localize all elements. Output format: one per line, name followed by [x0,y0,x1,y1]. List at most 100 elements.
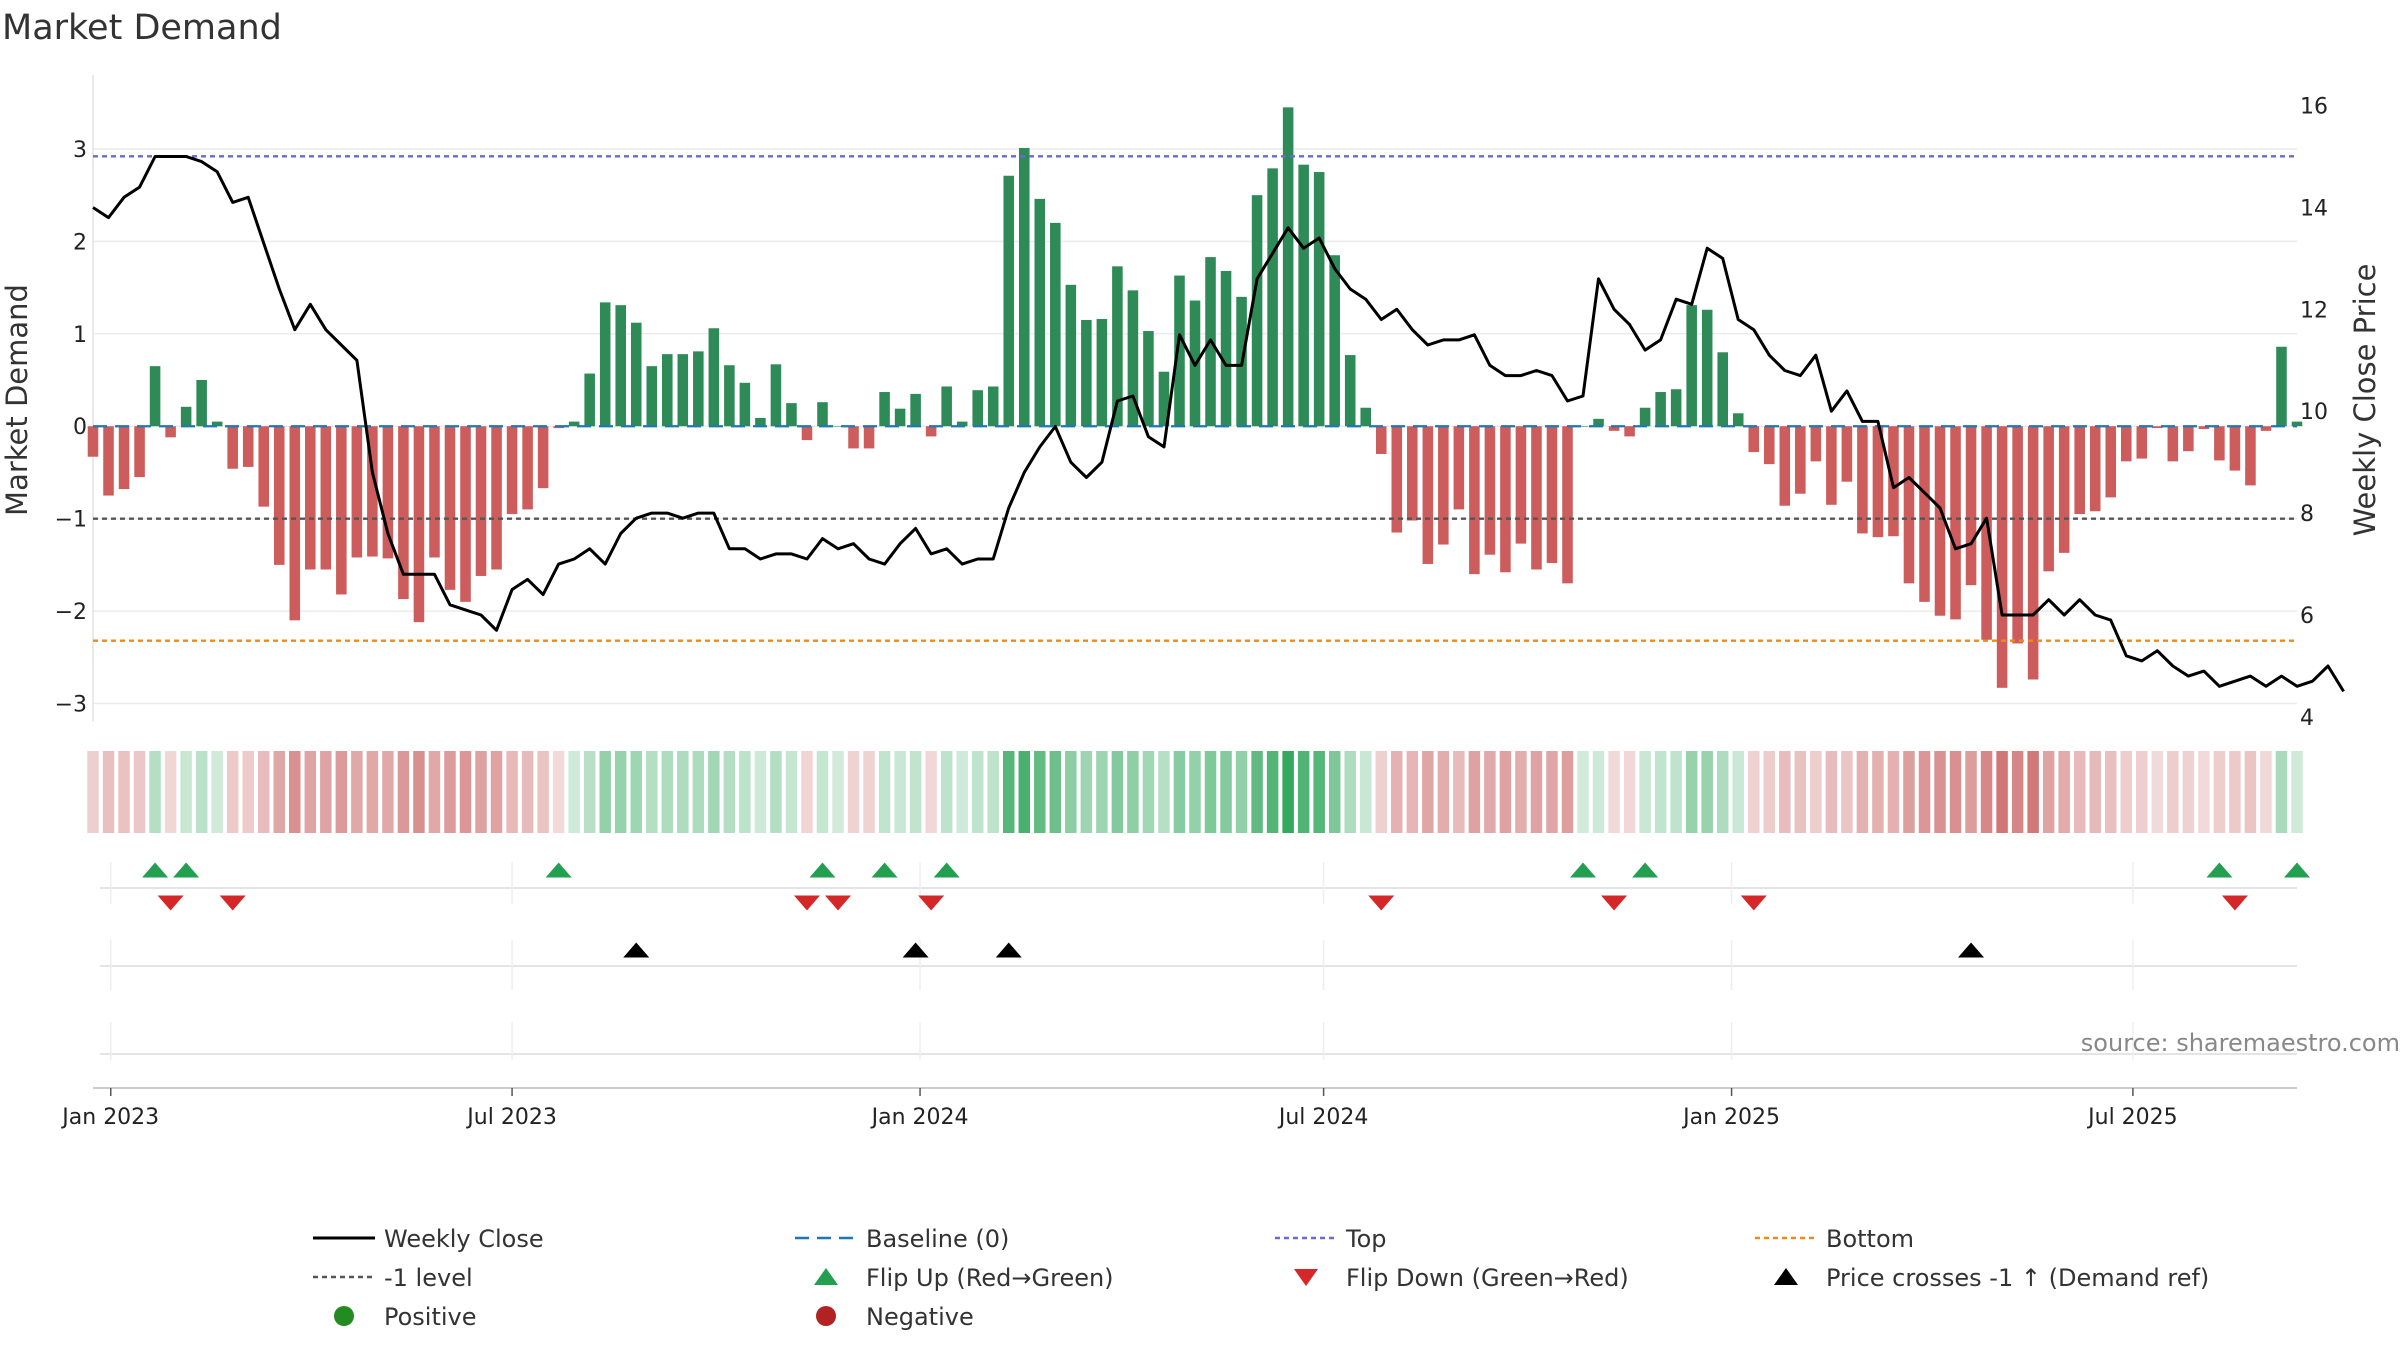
legend-label: Price crosses -1 ↑ (Demand ref) [1826,1264,2209,1292]
heat-cell [1359,751,1372,833]
demand-bar [801,426,813,441]
heat-cell [723,751,736,833]
demand-bar [568,421,580,427]
flip-up-marker [2284,862,2310,878]
demand-bar [2105,426,2117,498]
heat-cell [677,751,689,833]
flip-down-marker [793,895,820,911]
heat-cell [273,751,285,833]
demand-bar [677,354,689,427]
demand-bar [1251,195,1263,427]
demand-bar [584,373,595,427]
demand-bar [925,426,937,437]
demand-bar [1174,275,1185,427]
heat-cell [2011,751,2024,833]
demand-bar [1546,426,1558,564]
flip-down-marker [157,895,184,911]
heat-cell [1794,751,1807,833]
heat-cell [2198,751,2210,833]
y-left-tick-label: 1 [73,323,87,348]
demand-bar [1329,255,1340,427]
demand-bar [972,390,983,427]
legend-swatch [1294,1269,1318,1286]
heat-cell [1825,751,1838,833]
flip-up-marker [1632,862,1659,878]
demand-bar [987,386,999,427]
heat-cell [1980,751,1993,833]
legend-label: Baseline (0) [866,1225,1009,1253]
demand-bar [429,426,440,558]
heat-cell [1158,751,1170,833]
demand-bar [1562,426,1573,584]
demand-bar [103,426,114,496]
demand-bars [87,107,2303,688]
source-note: source: sharemaestro.com [2081,1029,2400,1057]
heat-cell [1484,751,1496,833]
heat-cell [1499,751,1512,833]
demand-bar [444,426,456,590]
y-axis-right-title: Weekly Close Price [2348,264,2382,537]
heat-cell [1561,751,1574,833]
heat-cell [1732,751,1744,833]
demand-bar [2136,426,2148,459]
heat-cell [1189,751,1201,833]
demand-bar [848,426,859,449]
demand-bar [2074,426,2085,515]
demand-bar [739,382,751,427]
demand-bar [196,380,207,427]
x-tick-label: Jul 2024 [1277,1105,1369,1130]
heat-cell [1639,751,1651,833]
heat-cell [1251,751,1263,833]
heat-cell [133,751,146,833]
heat-cell [2229,751,2241,833]
heat-cell [832,751,844,833]
demand-bar [1515,426,1527,544]
demand-bar [863,426,875,449]
demand-bar [1081,319,1092,427]
demand-bar [320,426,332,570]
y-right-tick-label: 12 [2300,298,2328,323]
demand-bar [630,322,642,427]
demand-bar [1453,426,1465,510]
heat-cell [1779,751,1791,833]
heat-cell [1965,751,1977,833]
demand-bar [879,392,890,427]
heat-cell [1654,751,1667,833]
demand-bar [180,406,192,427]
heat-cell [2182,751,2195,833]
event-markers [100,862,2310,1060]
heat-cell [692,751,705,833]
price-line-layer [92,155,2345,693]
y-left-tick-label: −2 [55,600,87,625]
heat-cell [909,751,922,833]
x-tick-label: Jan 2024 [870,1105,969,1130]
flip-down-marker [2221,895,2248,911]
heat-cell [87,751,99,833]
demand-bar [1158,371,1170,427]
demand-bar [832,426,844,427]
heat-cell [1173,751,1186,833]
heat-cell [1918,751,1931,833]
flip-down-marker [918,895,945,911]
heat-cell [599,751,611,833]
demand-bar [2229,426,2241,471]
demand-heat-strip [87,751,2303,833]
demand-bar [1313,172,1325,427]
demand-bar [258,426,270,507]
demand-bar [1034,198,1046,427]
demand-bar [1779,426,1791,506]
y-left-tick-label: 2 [73,230,87,255]
heat-cell [1530,751,1543,833]
demand-bar [1810,426,1822,462]
demand-bar [1375,426,1387,454]
y-left-tick-label: 3 [73,138,87,163]
legend-label: Negative [866,1303,974,1331]
heat-cell [1546,751,1558,833]
heat-cell [816,751,829,833]
heat-cell [459,751,472,833]
heat-cell [2027,751,2039,833]
heat-cell [102,751,115,833]
demand-bar [2152,426,2163,429]
demand-bar [956,421,968,427]
heat-cell [180,751,192,833]
